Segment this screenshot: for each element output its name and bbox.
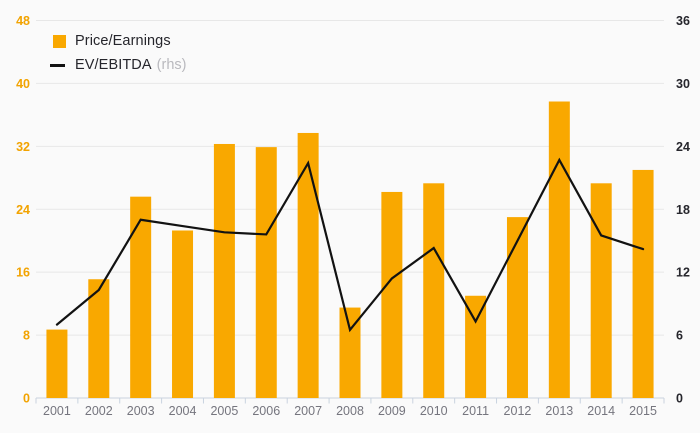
bar-2002[interactable] <box>88 279 110 398</box>
x-axis-year-label: 2011 <box>462 404 489 418</box>
legend-item-price-earnings[interactable]: Price/Earnings <box>50 31 186 51</box>
left-axis-tick-label: 40 <box>16 77 30 91</box>
legend-label-price-earnings: Price/Earnings <box>75 33 171 49</box>
ev-ebitda-line[interactable] <box>55 157 645 333</box>
x-axis-year-label: 2003 <box>127 404 155 418</box>
x-axis-year-label: 2001 <box>43 404 71 418</box>
swatch-box <box>50 63 75 67</box>
left-axis-tick-label: 16 <box>16 266 30 280</box>
bar-swatch-icon <box>53 34 66 48</box>
bar-2015[interactable] <box>632 169 654 398</box>
bar-2007[interactable] <box>297 132 319 398</box>
x-axis-year-label: 2005 <box>210 404 238 418</box>
right-axis-tick-label: 24 <box>676 140 690 154</box>
bar-2013[interactable] <box>548 101 570 398</box>
legend-item-ev-ebitda[interactable]: EV/EBITDA (rhs) <box>50 55 186 75</box>
bar-2009[interactable] <box>381 191 403 398</box>
bar-2001[interactable] <box>46 329 68 398</box>
bar-2011[interactable] <box>465 295 487 398</box>
left-axis-tick-label: 24 <box>16 203 30 217</box>
line-swatch-icon <box>50 63 65 67</box>
bar-2004[interactable] <box>172 230 194 398</box>
x-axis-year-label: 2008 <box>336 404 364 418</box>
x-axis-year-label: 2014 <box>587 404 615 418</box>
left-axis-tick-label: 0 <box>23 392 30 406</box>
bar-2014[interactable] <box>590 183 612 398</box>
right-axis-tick-label: 6 <box>676 329 683 343</box>
x-axis-year-label: 2004 <box>169 404 197 418</box>
bar-2010[interactable] <box>423 183 445 398</box>
bar-2012[interactable] <box>506 217 528 398</box>
right-axis-tick-label: 12 <box>676 266 690 280</box>
left-axis-tick-label: 48 <box>16 14 30 28</box>
x-axis-year-label: 2013 <box>545 404 573 418</box>
legend-label-ev-ebitda: EV/EBITDA <box>75 57 152 73</box>
x-axis-year-label: 2012 <box>504 404 532 418</box>
x-axis-year-label: 2006 <box>252 404 280 418</box>
x-axis-year-label: 2002 <box>85 404 113 418</box>
bar-2006[interactable] <box>255 147 277 398</box>
swatch-box <box>50 34 75 48</box>
bar-2005[interactable] <box>213 143 235 398</box>
right-axis-tick-label: 30 <box>676 77 690 91</box>
bar-2003[interactable] <box>130 196 152 398</box>
left-axis-tick-label: 32 <box>16 140 30 154</box>
right-axis-tick-label: 36 <box>676 14 690 28</box>
bar-2008[interactable] <box>339 307 361 398</box>
right-axis-tick-label: 0 <box>676 392 683 406</box>
x-axis-year-label: 2007 <box>294 404 322 418</box>
right-axis-tick-label: 18 <box>676 203 690 217</box>
x-axis-year-label: 2009 <box>378 404 406 418</box>
legend-suffix-rhs: (rhs) <box>156 57 187 73</box>
left-axis-tick-label: 8 <box>23 329 30 343</box>
legend: Price/Earnings EV/EBITDA (rhs) <box>50 31 186 75</box>
x-axis-year-label: 2015 <box>629 404 657 418</box>
x-axis-year-label: 2010 <box>420 404 448 418</box>
